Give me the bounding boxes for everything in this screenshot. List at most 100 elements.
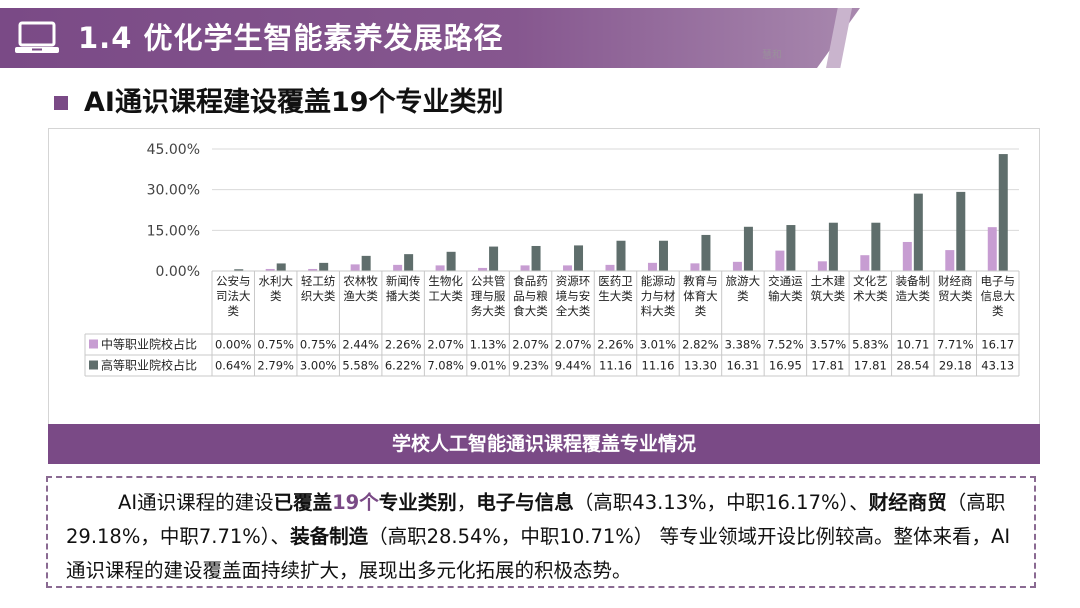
bullet-square-icon [54, 96, 68, 110]
data-value-label: 9.23% [512, 359, 549, 373]
bar-higher [828, 222, 838, 271]
data-value-label: 17.81 [854, 359, 887, 373]
summary-highlight-covered: 已覆盖 [273, 491, 333, 514]
bar-secondary [817, 261, 827, 271]
bar-higher [276, 263, 286, 271]
summary-text-4: （高职29.18%，中职7.71%）、 [66, 491, 1006, 548]
bar-secondary [563, 265, 573, 271]
legend-label-secondary: 中等职业院校占比 [101, 337, 197, 352]
bar-secondary [393, 264, 403, 271]
data-value-label: 11.16 [642, 359, 675, 373]
bar-secondary [265, 268, 275, 271]
data-value-label: 17.81 [811, 359, 844, 373]
category-label: 装备制造大类 [896, 274, 931, 303]
bar-chart: 0.00% 15.00% 30.00% 45.00% 公安与司法大类水利大类轻工纺织大类… [84, 142, 1020, 377]
bar-higher [234, 269, 244, 271]
section-subtitle: AI通识课程建设覆盖19个专业类别 [84, 87, 504, 118]
bar-secondary [350, 264, 360, 271]
summary-text-2: ， [456, 491, 477, 514]
category-label: 公安与司法大类 [216, 274, 251, 318]
data-value-label: 7.52% [767, 338, 804, 352]
category-label: 食品药品与粮食大类 [513, 274, 548, 318]
bar-higher [574, 245, 584, 271]
data-value-label: 2.26% [597, 338, 634, 352]
data-value-label: 5.83% [852, 338, 889, 352]
data-value-label: 0.75% [300, 338, 337, 352]
header-banner [0, 8, 860, 68]
bar-higher [319, 262, 329, 271]
category-label: 文化艺术大类 [853, 274, 888, 303]
bar-higher [701, 234, 711, 271]
legend-label-higher: 高等职业院校占比 [101, 358, 197, 373]
bar-secondary [987, 227, 997, 271]
bar-higher [913, 193, 923, 271]
data-value-label: 16.95 [769, 359, 802, 373]
data-value-label: 0.00% [215, 338, 252, 352]
data-value-label: 28.54 [896, 359, 929, 373]
category-label: 水利大类 [258, 274, 293, 303]
data-value-label: 3.00% [300, 359, 337, 373]
bar-higher [998, 154, 1008, 271]
summary-highlight-electronics: 电子与信息 [476, 491, 574, 514]
summary-text-5: （高职28.54%，中职10.71%） 等专业领域开设比例较高。整体来看，AI通… [66, 525, 1011, 582]
summary-highlight-categories: 专业类别 [378, 491, 457, 514]
summary-text-3: （高职43.13%，中职16.17%）、 [573, 491, 869, 514]
category-label: 新闻传播大类 [386, 274, 421, 303]
bar-higher [531, 245, 541, 271]
chart-container: 0.00% 15.00% 30.00% 45.00% 公安与司法大类 水利大类 轻工纺织大类… [48, 128, 1040, 426]
data-value-label: 13.30 [684, 359, 717, 373]
legend-swatch-higher [89, 360, 98, 370]
data-value-label: 2.82% [682, 338, 719, 352]
bar-higher [743, 226, 753, 271]
category-label: 交通运输大类 [768, 274, 803, 303]
category-label: 土木建筑大类 [811, 274, 846, 303]
data-value-label: 2.07% [427, 338, 464, 352]
bar-higher [489, 246, 499, 271]
y-tick-label: 0.00% [156, 264, 200, 280]
bar-higher [404, 254, 414, 271]
bar-secondary [308, 268, 318, 271]
bar-secondary [435, 265, 445, 271]
category-label: 医药卫生大类 [598, 274, 633, 303]
summary-text-1: AI通识课程的建设 [118, 491, 274, 514]
laptop-icon [15, 21, 59, 53]
data-value-label: 7.08% [427, 359, 464, 373]
data-value-label: 29.18 [939, 359, 972, 373]
bar-higher [786, 225, 796, 271]
bar-secondary [775, 250, 785, 271]
bar-secondary [478, 267, 488, 271]
data-value-label: 2.07% [512, 338, 549, 352]
data-value-label: 11.16 [599, 359, 632, 373]
data-value-label: 9.01% [470, 359, 507, 373]
bar-secondary [945, 250, 955, 271]
data-value-label: 2.26% [385, 338, 422, 352]
category-label: 农林牧渔大类 [343, 274, 378, 303]
bar-higher [361, 255, 371, 271]
bar-secondary [605, 264, 615, 271]
data-value-label: 2.07% [555, 338, 592, 352]
y-tick-label: 30.00% [147, 183, 200, 199]
bar-secondary [860, 255, 870, 271]
data-value-label: 5.58% [342, 359, 379, 373]
legend-swatch-secondary [89, 339, 98, 349]
bar-secondary [690, 263, 700, 271]
data-value-label: 10.71 [896, 338, 929, 352]
category-label: 教育与体育大类 [683, 274, 718, 318]
data-value-label: 16.31 [726, 359, 759, 373]
bar-higher [956, 191, 966, 271]
data-value-label: 9.44% [555, 359, 592, 373]
bar-higher [616, 240, 626, 271]
bar-secondary [520, 265, 530, 271]
bar-higher [658, 240, 668, 271]
bar-higher [446, 251, 456, 271]
category-label: 旅游大类 [726, 274, 761, 303]
data-value-label: 3.57% [810, 338, 847, 352]
summary-highlight-count: 19个 [332, 491, 379, 514]
category-label: 轻工纺织大类 [301, 274, 336, 303]
y-tick-label: 15.00% [147, 223, 200, 239]
category-label: 财经商贸大类 [938, 274, 973, 303]
bar-higher [871, 222, 881, 271]
summary-highlight-finance: 财经商贸 [868, 491, 947, 514]
data-value-label: 0.75% [257, 338, 294, 352]
data-value-label: 7.71% [937, 338, 974, 352]
